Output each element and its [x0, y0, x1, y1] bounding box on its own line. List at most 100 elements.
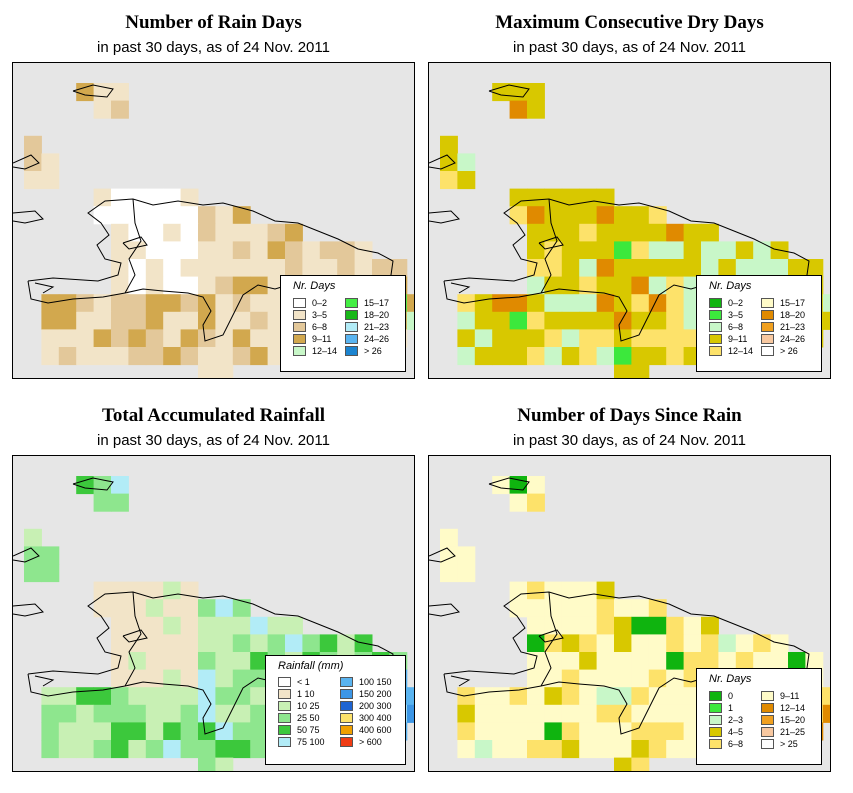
grid-cell: [561, 704, 580, 723]
legend-swatch: [709, 309, 722, 320]
grid-cell: [631, 704, 650, 723]
grid-cell: [250, 687, 269, 706]
grid-cell: [267, 616, 286, 635]
grid-cell: [492, 740, 511, 759]
grid-cell: [544, 311, 563, 330]
grid-cell: [492, 347, 511, 366]
grid-cell: [111, 476, 129, 495]
grid-cell: [41, 564, 60, 583]
grid-cell: [579, 347, 598, 366]
grid-cell: [683, 652, 702, 671]
legend-entry: 15–20: [761, 714, 805, 725]
grid-cell: [614, 276, 632, 295]
legend-swatch: [709, 702, 722, 713]
legend-swatch: [340, 700, 353, 711]
grid-cell: [372, 259, 390, 278]
grid-cell: [145, 223, 164, 242]
grid-cell: [561, 581, 580, 600]
grid-cell: [509, 740, 528, 759]
grid-cell: [215, 757, 234, 771]
legend-entry: 50 75: [278, 724, 320, 735]
grid-cell: [163, 652, 182, 671]
legend-swatch: [278, 676, 291, 687]
grid-cell: [24, 564, 42, 583]
grid-cell: [128, 294, 147, 313]
legend-entry: 9–11: [761, 690, 799, 701]
grid-cell: [544, 241, 563, 260]
grid-cell: [163, 599, 182, 618]
legend-entry: 1: [709, 702, 733, 713]
grid-cell: [805, 652, 824, 671]
grid-cell: [579, 259, 598, 278]
grid-cell: [250, 259, 269, 278]
grid-cell: [648, 669, 667, 688]
legend-entry: > 26: [761, 345, 798, 356]
grid-cell: [614, 599, 632, 618]
legend-label: > 25: [780, 738, 798, 749]
grid-cell: [492, 687, 511, 706]
panel-total-rainfall: Total Accumulated Rainfall in past 30 da…: [12, 405, 415, 775]
legend-entry: 100 150: [340, 676, 392, 687]
grid-cell: [631, 616, 650, 635]
grid-cell: [753, 241, 772, 260]
legend: Nr. Days 0–2 3–5 6–8 9–11 12–14 15–17 18…: [696, 275, 822, 372]
grid-cell: [337, 634, 356, 653]
grid-cell: [631, 740, 650, 759]
grid-cell: [128, 581, 147, 600]
grid-cell: [198, 241, 216, 260]
grid-cell: [544, 206, 563, 225]
grid-cell: [509, 493, 528, 512]
grid-cell: [579, 188, 598, 207]
grid-cell: [250, 223, 269, 242]
grid-cell: [111, 722, 129, 741]
legend-label: 6–8: [312, 321, 328, 332]
country-border: [124, 198, 142, 294]
grid-cell: [457, 740, 476, 759]
grid-cell: [111, 206, 129, 225]
legend-swatch: [345, 297, 358, 308]
island-outline: [13, 547, 40, 563]
panel-title: Number of Rain Days: [125, 12, 302, 33]
grid-cell: [527, 687, 545, 706]
grid-cell: [180, 329, 199, 348]
grid-cell: [389, 259, 408, 278]
grid-cell: [232, 722, 251, 741]
legend-entry: 3–5: [293, 309, 327, 320]
legend-label: > 600: [359, 736, 382, 747]
grid-cell: [76, 722, 95, 741]
grid-cell: [406, 704, 414, 723]
grid-cell: [285, 634, 303, 653]
grid-cell: [527, 740, 545, 759]
grid-cell: [509, 687, 528, 706]
grid-cell: [111, 223, 129, 242]
legend-label: 6–8: [728, 738, 744, 749]
grid-cell: [631, 652, 650, 671]
grid-cell: [770, 652, 789, 671]
legend-label: 9–11: [312, 333, 332, 344]
grid-cell: [180, 704, 199, 723]
island-outline: [488, 477, 530, 491]
grid-cell: [180, 294, 199, 313]
grid-cell: [215, 634, 234, 653]
grid-cell: [527, 493, 545, 512]
grid-cell: [76, 311, 95, 330]
grid-cell: [232, 652, 251, 671]
legend-swatch: [761, 702, 774, 713]
panel-title: Total Accumulated Rainfall: [101, 405, 326, 426]
grid-cell: [509, 100, 528, 119]
grid-cell: [215, 259, 234, 278]
legend-swatch: [709, 738, 722, 749]
grid-cell: [648, 223, 667, 242]
grid-cell: [544, 188, 563, 207]
legend-label: 200 300: [359, 700, 392, 711]
grid-cell: [509, 329, 528, 348]
grid-cell: [666, 223, 685, 242]
grid-cell: [561, 241, 580, 260]
legend-entry: 18–20: [345, 309, 389, 320]
grid-cell: [614, 311, 632, 330]
grid-cell: [561, 722, 580, 741]
grid-cell: [544, 669, 563, 688]
grid-cell: [93, 599, 112, 618]
grid-cell: [509, 581, 528, 600]
grid-cell: [509, 294, 528, 313]
